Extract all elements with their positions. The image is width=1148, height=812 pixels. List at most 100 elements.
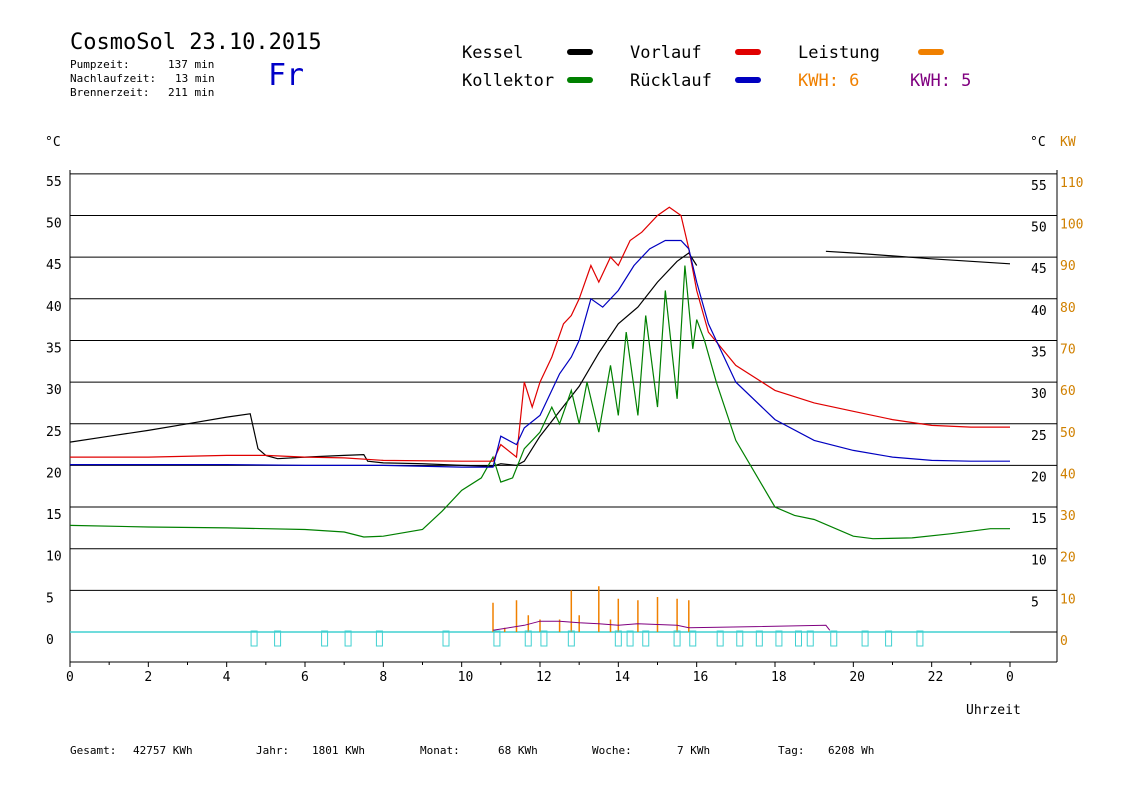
pump-marker <box>775 630 783 647</box>
y-tick-label-kw: 10 <box>1060 592 1076 607</box>
stat-value-nachlaufzeit: 13 min <box>175 72 215 85</box>
y-tick-label-right: 20 <box>1031 470 1047 485</box>
y-tick-label-right: 50 <box>1031 221 1047 236</box>
pump-marker <box>540 630 548 647</box>
series-line-kessel <box>69 250 1011 467</box>
y-tick-label-kw: 40 <box>1060 467 1076 482</box>
y-tick-label-left: 35 <box>46 341 62 356</box>
stat-label-nachlaufzeit: Nachlaufzeit: <box>70 72 157 85</box>
pump-marker <box>274 630 282 647</box>
x-tick-label: 18 <box>771 670 787 685</box>
footer-jahr-label: Jahr: <box>256 744 290 757</box>
left-unit-label: °C <box>45 135 61 150</box>
y-tick-label-left: 30 <box>46 383 62 398</box>
pump-marker <box>493 630 501 647</box>
weekday-label: Fr <box>268 58 305 93</box>
y-tick-label-left: 45 <box>46 258 62 273</box>
pump-marker <box>736 630 744 647</box>
pump-marker <box>689 630 697 647</box>
y-tick-label-left: 20 <box>46 466 62 481</box>
x-tick-label: 16 <box>693 670 709 685</box>
y-tick-label-kw: 90 <box>1060 259 1076 274</box>
y-tick-label-kw: 110 <box>1060 176 1083 191</box>
y-tick-label-left: 0 <box>46 633 54 648</box>
stat-value-brennerzeit: 211 min <box>168 86 215 99</box>
x-tick-label: 0 <box>1006 670 1014 685</box>
x-tick-label: 0 <box>66 670 74 685</box>
stat-value-pumpzeit: 137 min <box>168 58 215 71</box>
y-tick-label-left: 15 <box>46 508 62 523</box>
pump-marker <box>795 630 802 647</box>
y-tick-label-left: 10 <box>46 550 62 565</box>
legend-kwh2-label: KWH: 5 <box>910 71 972 91</box>
y-tick-label-left: 55 <box>46 175 62 190</box>
x-tick-label: 22 <box>928 670 944 685</box>
stat-label-pumpzeit: Pumpzeit: <box>70 58 130 71</box>
legend-leistung-label: Leistung <box>798 43 880 63</box>
pump-marker <box>567 630 575 647</box>
pump-marker <box>321 630 329 647</box>
pump-marker <box>806 630 814 647</box>
x-tick-label: 12 <box>536 670 552 685</box>
y-tick-label-right: 25 <box>1031 429 1047 444</box>
footer-gesamt-label: Gesamt: <box>70 744 117 757</box>
y-tick-label-kw: 70 <box>1060 342 1076 357</box>
chart-title: CosmoSol 23.10.2015 <box>70 30 322 55</box>
x-tick-label: 10 <box>458 670 474 685</box>
pump-marker <box>626 630 634 647</box>
y-tick-label-right: 10 <box>1031 554 1047 569</box>
x-tick-label: 6 <box>301 670 309 685</box>
y-tick-label-left: 5 <box>46 591 54 606</box>
y-tick-label-right: 45 <box>1031 262 1047 277</box>
x-tick-label: 4 <box>223 670 231 685</box>
pump-marker <box>916 630 924 647</box>
series-line-kwh2 <box>492 620 831 631</box>
series-line-leistung <box>492 586 690 632</box>
pump-marker <box>524 630 532 647</box>
y-tick-label-kw: 100 <box>1060 218 1083 233</box>
stat-label-brennerzeit: Brennerzeit: <box>70 86 150 99</box>
y-tick-label-kw: 50 <box>1060 426 1076 441</box>
y-tick-label-kw: 60 <box>1060 384 1076 399</box>
pump-marker <box>442 630 450 647</box>
series-line-ruecklauf <box>70 239 1010 468</box>
y-tick-label-right: 30 <box>1031 387 1047 402</box>
pump-marker <box>375 630 383 647</box>
pump-marker <box>716 630 724 647</box>
legend-kessel-label: Kessel <box>462 43 524 63</box>
x-tick-label: 2 <box>144 670 152 685</box>
y-tick-label-right: 35 <box>1031 345 1047 360</box>
footer-tag-label: Tag: <box>778 744 805 757</box>
x-tick-label: 20 <box>849 670 865 685</box>
pump-marker <box>755 630 763 647</box>
pump-marker <box>344 630 352 647</box>
x-tick-label: 8 <box>379 670 387 685</box>
x-axis-label: Uhrzeit <box>966 703 1021 718</box>
legend-vorlauf-label: Vorlauf <box>630 43 702 63</box>
footer-gesamt-value: 42757 KWh <box>133 744 193 757</box>
legend-kollektor-label: Kollektor <box>462 71 555 91</box>
pump-marker <box>614 630 622 647</box>
footer-monat-value: 68 KWh <box>498 744 538 757</box>
pump-marker <box>885 630 893 647</box>
right-kw-unit-label: KW <box>1060 135 1076 150</box>
y-tick-label-left: 50 <box>46 217 62 232</box>
legend-kwh1-label: KWH: 6 <box>798 71 860 91</box>
y-tick-label-kw: 20 <box>1060 551 1076 566</box>
series-line-vorlauf <box>70 206 1010 462</box>
footer-jahr-value: 1801 KWh <box>312 744 365 757</box>
footer-monat-label: Monat: <box>420 744 460 757</box>
y-tick-label-kw: 30 <box>1060 509 1076 524</box>
y-tick-label-right: 55 <box>1031 179 1047 194</box>
footer-woche-label: Woche: <box>592 744 632 757</box>
y-tick-label-right: 5 <box>1031 595 1039 610</box>
legend-ruecklauf-label: Rücklauf <box>630 71 712 91</box>
y-tick-label-right: 40 <box>1031 304 1047 319</box>
right-unit-label: °C <box>1030 135 1046 150</box>
y-tick-label-left: 25 <box>46 425 62 440</box>
series-line-kollektor <box>69 265 1010 540</box>
pump-marker <box>642 630 650 647</box>
pump-marker <box>250 630 258 647</box>
footer-tag-value: 6208 Wh <box>828 744 875 757</box>
